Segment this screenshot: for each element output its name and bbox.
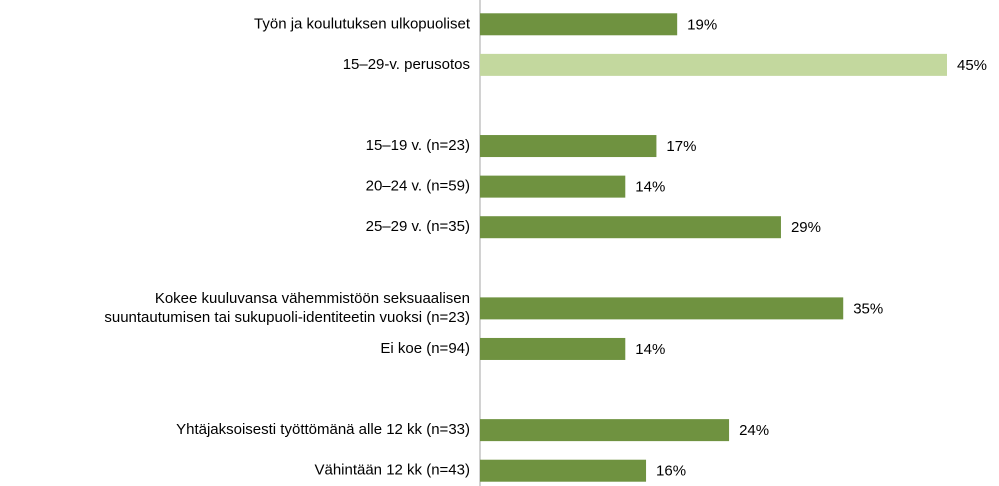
value-label: 35% — [853, 300, 883, 317]
category-label: Ei koe (n=94) — [380, 340, 470, 357]
category-label: 20–24 v. (n=59) — [366, 178, 470, 195]
category-label: Työn ja koulutuksen ulkopuoliset — [254, 15, 471, 32]
value-label: 29% — [791, 219, 821, 236]
category-label: 15–29-v. perusotos — [343, 56, 470, 73]
bar — [480, 337, 626, 360]
bar — [480, 13, 678, 36]
value-label: 17% — [666, 138, 696, 155]
category-label: Vähintään 12 kk (n=43) — [314, 462, 470, 479]
bar — [480, 135, 657, 158]
value-label: 19% — [687, 16, 717, 33]
bar — [480, 53, 947, 76]
bar — [480, 297, 844, 320]
value-label: 14% — [635, 179, 665, 196]
value-label: 45% — [957, 57, 987, 74]
bar — [480, 216, 781, 239]
category-label: 15–19 v. (n=23) — [366, 137, 470, 154]
category-label: 25–29 v. (n=35) — [366, 218, 470, 235]
bar — [480, 175, 626, 198]
value-label: 16% — [656, 463, 686, 480]
category-label: Yhtäjaksoisesti työttömänä alle 12 kk (n… — [176, 421, 470, 438]
bar — [480, 419, 730, 442]
category-label: Kokee kuuluvansa vähemmistöön seksuaalis… — [104, 290, 470, 326]
bar — [480, 459, 647, 482]
value-label: 14% — [635, 341, 665, 358]
value-label: 24% — [739, 422, 769, 439]
